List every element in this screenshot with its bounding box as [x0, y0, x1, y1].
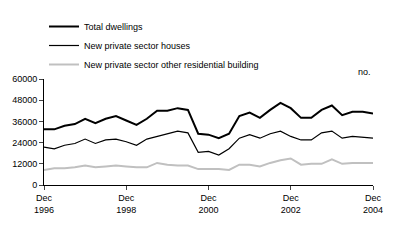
svg-text:0: 0 — [32, 180, 37, 190]
svg-text:36000: 36000 — [12, 117, 37, 127]
svg-text:Dec1996: Dec1996 — [34, 193, 54, 215]
svg-text:Total dwellings: Total dwellings — [84, 22, 143, 32]
svg-text:48000: 48000 — [12, 95, 37, 105]
svg-text:no.: no. — [358, 67, 371, 77]
svg-text:New private sector houses: New private sector houses — [84, 41, 191, 51]
svg-text:60000: 60000 — [12, 74, 37, 84]
svg-text:New private sector other resid: New private sector other residential bui… — [84, 60, 259, 70]
svg-text:24000: 24000 — [12, 138, 37, 148]
svg-text:Dec2000: Dec2000 — [198, 193, 218, 215]
svg-text:12000: 12000 — [12, 159, 37, 169]
svg-text:Dec1998: Dec1998 — [116, 193, 136, 215]
svg-text:Dec2004: Dec2004 — [363, 193, 383, 215]
svg-text:Dec2002: Dec2002 — [281, 193, 301, 215]
